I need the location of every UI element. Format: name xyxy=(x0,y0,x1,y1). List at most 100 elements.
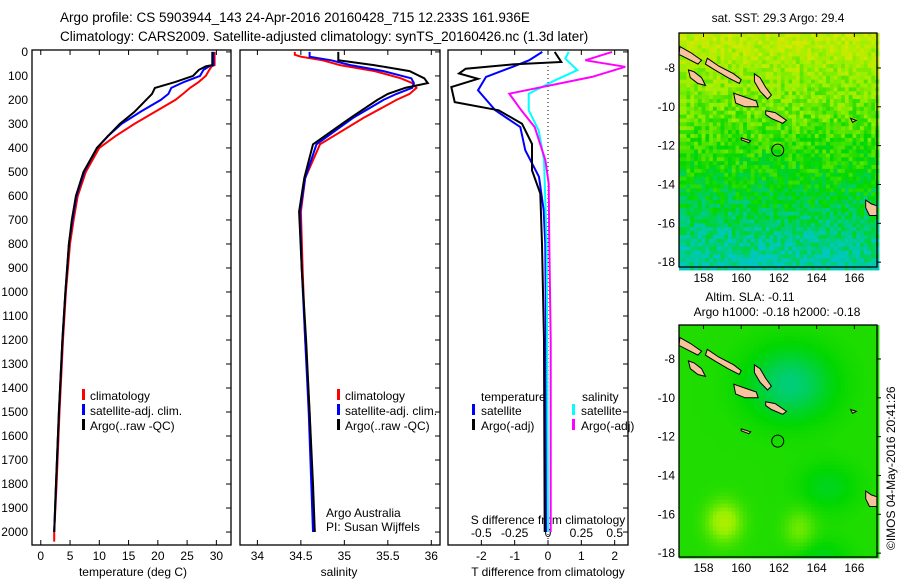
sla-cell xyxy=(709,546,714,551)
sla-cell xyxy=(754,495,759,501)
sst-cell xyxy=(709,118,714,123)
sst-cell xyxy=(682,254,688,259)
sst-cell xyxy=(746,106,752,112)
sst-cell xyxy=(814,165,820,170)
sst-cell xyxy=(728,242,733,248)
sst-cell xyxy=(792,36,797,42)
sla-cell xyxy=(728,359,733,365)
sst-cell xyxy=(788,95,793,100)
sla-cell xyxy=(758,394,763,400)
sla-cell xyxy=(758,426,763,431)
sst-cell xyxy=(871,238,876,244)
sla-cell xyxy=(750,363,755,369)
sst-cell xyxy=(754,91,759,96)
sla-cell xyxy=(712,515,718,520)
sst-cell xyxy=(724,145,729,150)
sst-cell xyxy=(679,258,684,263)
sla-cell xyxy=(712,391,718,396)
sla-cell xyxy=(712,429,718,435)
sst-cell xyxy=(686,122,691,127)
sla-cell xyxy=(716,526,721,532)
x-tick-label: 10 xyxy=(93,549,107,563)
sst-cell xyxy=(731,64,737,69)
sst-cell xyxy=(716,215,721,220)
sla-cell xyxy=(682,363,688,369)
sst-cell xyxy=(803,126,808,131)
sst-cell xyxy=(822,246,827,251)
sst-cell xyxy=(841,149,846,154)
sst-cell xyxy=(852,176,857,182)
sst-cell xyxy=(856,250,861,255)
sla-cell xyxy=(701,511,706,516)
sst-cell xyxy=(856,48,861,53)
sla-cell xyxy=(769,429,774,435)
sla-cell xyxy=(731,488,737,493)
sst-cell xyxy=(750,231,755,236)
sst-cell xyxy=(739,106,744,112)
sla-cell xyxy=(682,336,688,341)
sla-cell xyxy=(709,414,714,419)
sst-cell xyxy=(690,149,695,154)
sst-cell xyxy=(709,145,714,150)
sla-cell xyxy=(750,422,755,427)
sst-cell xyxy=(773,141,778,147)
sst-cell xyxy=(814,207,820,213)
sst-cell xyxy=(694,52,699,57)
sst-cell xyxy=(690,161,695,166)
sst-cell xyxy=(705,219,710,224)
sla-cell xyxy=(765,336,770,341)
sla-cell xyxy=(720,457,725,462)
sst-cell xyxy=(701,75,706,81)
sla-cell xyxy=(765,398,770,404)
sst-cell xyxy=(762,130,767,135)
sla-cell xyxy=(750,503,755,508)
sst-cell xyxy=(758,126,763,131)
sst-cell xyxy=(833,33,838,38)
sst-cell xyxy=(795,250,801,255)
sst-cell xyxy=(762,102,767,108)
sst-cell xyxy=(826,211,831,217)
sst-cell xyxy=(822,52,827,57)
sst-cell xyxy=(822,165,827,170)
sst-cell xyxy=(682,102,688,108)
sst-cell xyxy=(762,106,767,112)
sst-cell xyxy=(860,99,865,104)
sst-cell xyxy=(826,36,831,42)
credit-line1: Argo Australia xyxy=(326,506,401,520)
sst-cell xyxy=(848,215,853,220)
sst-cell xyxy=(799,102,804,108)
sst-cell xyxy=(792,188,797,193)
sst-cell xyxy=(754,141,759,147)
sla-cell xyxy=(712,406,718,411)
x-tick-label: 30 xyxy=(210,549,224,563)
sst-cell xyxy=(720,165,725,170)
sla-cell xyxy=(694,379,699,384)
sla-cell xyxy=(682,394,688,400)
sla-cell xyxy=(686,519,691,524)
sst-cell xyxy=(682,231,688,236)
sst-cell xyxy=(829,134,835,139)
sst-cell xyxy=(803,56,808,61)
sst-cell xyxy=(818,126,823,131)
sst-cell xyxy=(709,196,714,201)
sst-cell xyxy=(712,196,718,201)
sst-cell xyxy=(739,246,744,251)
sla-cell xyxy=(750,511,755,516)
sst-cell xyxy=(728,36,733,42)
sla-cell xyxy=(746,511,752,516)
sst-cell xyxy=(705,52,710,57)
sst-cell xyxy=(829,130,835,135)
sla-cell xyxy=(716,457,721,462)
sst-cell xyxy=(788,99,793,104)
sla-cell xyxy=(724,464,729,470)
sst-cell xyxy=(724,79,729,84)
sst-cell xyxy=(822,60,827,65)
sst-cell xyxy=(863,231,869,236)
sst-cell xyxy=(697,184,703,189)
sla-cell xyxy=(701,383,706,388)
sst-cell xyxy=(769,262,774,267)
sla-cell xyxy=(750,488,755,493)
sst-cell xyxy=(697,168,703,174)
sla-cell xyxy=(750,371,755,376)
sst-cell xyxy=(814,180,820,185)
